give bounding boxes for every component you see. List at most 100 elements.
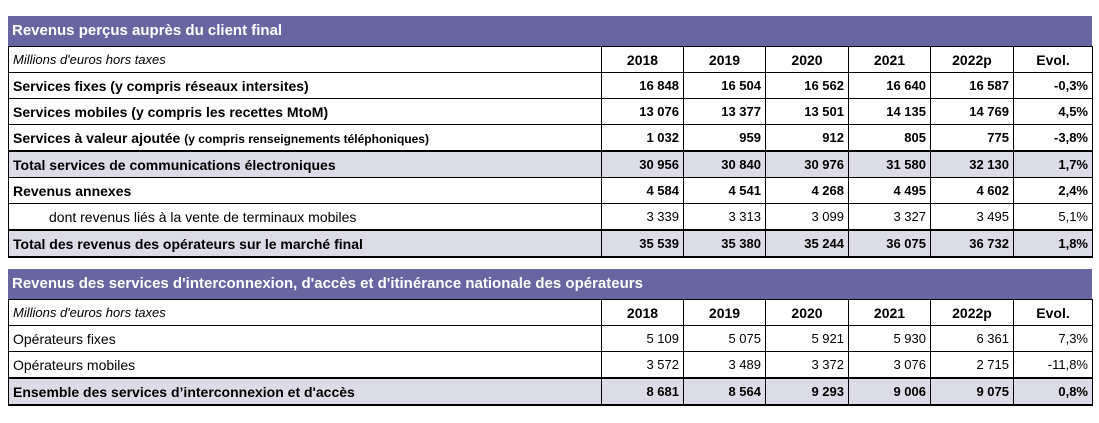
cell-value: 2 715 <box>930 351 1014 379</box>
row-label-note: (y compris renseignements téléphoniques) <box>184 131 429 146</box>
cell-value: 8 564 <box>683 377 766 406</box>
row-label-text: Opérateurs mobiles <box>13 356 136 373</box>
cell-value: 30 976 <box>765 150 849 178</box>
cell-value: 3 572 <box>601 351 684 379</box>
cell-value: -3,8% <box>1013 124 1093 152</box>
cell-value: 912 <box>765 124 849 152</box>
table-row: Services à valeur ajoutée (y compris ren… <box>8 124 1093 152</box>
row-label: Total services de communications électro… <box>8 150 602 178</box>
row-label-text: Revenus annexes <box>13 182 132 199</box>
table-title: Revenus perçus auprès du client final <box>8 16 1092 46</box>
cell-value: 16 504 <box>683 72 766 99</box>
cell-value: 35 244 <box>765 229 849 258</box>
cell-value: 16 640 <box>848 72 931 99</box>
row-label-text: dont revenus liés à la vente de terminau… <box>49 208 357 225</box>
cell-value: 32 130 <box>930 150 1014 178</box>
column-header: 2018 <box>601 299 684 326</box>
row-label: dont revenus liés à la vente de terminau… <box>8 203 602 231</box>
table-title: Revenus des services d'interconnexion, d… <box>8 269 1092 299</box>
table-row: Revenus annexes 4 584 4 541 4 268 4 495 4 602… <box>8 177 1093 204</box>
cell-value: 7,3% <box>1013 325 1093 352</box>
table-row: Services fixes (y compris réseaux inters… <box>8 72 1093 99</box>
table-row: Total des revenus des opérateurs sur le … <box>8 229 1093 258</box>
column-header: Evol. <box>1013 299 1093 326</box>
row-label: Revenus annexes <box>8 177 602 204</box>
cell-value: 3 339 <box>601 203 684 231</box>
cell-value: 16 587 <box>930 72 1014 99</box>
cell-value: 16 848 <box>601 72 684 99</box>
data-table: Millions d'euros hors taxes 2018 2019 2020 2… <box>8 299 1093 406</box>
cell-value: 36 075 <box>848 229 931 258</box>
row-label-text: Services à valeur ajoutée <box>13 129 185 146</box>
cell-value: 4 602 <box>930 177 1014 204</box>
column-header: 2021 <box>848 46 931 73</box>
column-header: 2022p <box>930 299 1014 326</box>
row-label-text: Total services de communications électro… <box>13 156 336 173</box>
cell-value: 4,5% <box>1013 98 1093 125</box>
cell-value: 35 539 <box>601 229 684 258</box>
cell-value: 1,7% <box>1013 150 1093 178</box>
row-label-text: Ensemble des services d’interconnexion e… <box>13 383 355 400</box>
column-header: 2019 <box>683 46 766 73</box>
cell-value: 4 268 <box>765 177 849 204</box>
row-label-text: Services fixes (y compris réseaux inters… <box>13 77 309 94</box>
header-row: Millions d'euros hors taxes 2018 2019 2020 2… <box>8 299 1093 326</box>
cell-value: 31 580 <box>848 150 931 178</box>
cell-value: 3 313 <box>683 203 766 231</box>
row-label: Services fixes (y compris réseaux inters… <box>8 72 602 99</box>
cell-value: 3 372 <box>765 351 849 379</box>
cell-value: 9 006 <box>848 377 931 406</box>
column-header: 2022p <box>930 46 1014 73</box>
cell-value: 959 <box>683 124 766 152</box>
column-header: 2020 <box>765 46 849 73</box>
cell-value: 2,4% <box>1013 177 1093 204</box>
cell-value: 16 562 <box>765 72 849 99</box>
table-row: Opérateurs fixes 5 109 5 075 5 921 5 930 6 36… <box>8 325 1093 352</box>
cell-value: 13 377 <box>683 98 766 125</box>
cell-value: 3 495 <box>930 203 1014 231</box>
table-revenus-interconnexion: Revenus des services d'interconnexion, d… <box>8 269 1093 406</box>
unit-label: Millions d'euros hors taxes <box>8 299 602 326</box>
cell-value: 13 076 <box>601 98 684 125</box>
cell-value: 3 327 <box>848 203 931 231</box>
column-header: 2019 <box>683 299 766 326</box>
row-label: Opérateurs fixes <box>8 325 602 352</box>
cell-value: 805 <box>848 124 931 152</box>
cell-value: 4 495 <box>848 177 931 204</box>
cell-value: 3 076 <box>848 351 931 379</box>
cell-value: 4 584 <box>601 177 684 204</box>
column-header: 2020 <box>765 299 849 326</box>
cell-value: 5 109 <box>601 325 684 352</box>
cell-value: 14 769 <box>930 98 1014 125</box>
table-row: Total services de communications électro… <box>8 150 1093 178</box>
cell-value: 5,1% <box>1013 203 1093 231</box>
cell-value: 775 <box>930 124 1014 152</box>
data-table: Millions d'euros hors taxes 2018 2019 2020 2… <box>8 46 1093 258</box>
row-label: Total des revenus des opérateurs sur le … <box>8 229 602 258</box>
row-label: Opérateurs mobiles <box>8 351 602 379</box>
cell-value: 5 921 <box>765 325 849 352</box>
unit-label: Millions d'euros hors taxes <box>8 46 602 73</box>
cell-value: 1 032 <box>601 124 684 152</box>
table-row: Ensemble des services d’interconnexion e… <box>8 377 1093 406</box>
cell-value: 13 501 <box>765 98 849 125</box>
row-label: Services à valeur ajoutée (y compris ren… <box>8 124 602 152</box>
cell-value: 1,8% <box>1013 229 1093 258</box>
table-revenus-client-final: Revenus perçus auprès du client final Mi… <box>8 16 1093 258</box>
cell-value: 9 075 <box>930 377 1014 406</box>
row-label-text: Opérateurs fixes <box>13 330 116 347</box>
cell-value: -0,3% <box>1013 72 1093 99</box>
cell-value: 5 075 <box>683 325 766 352</box>
column-header: Evol. <box>1013 46 1093 73</box>
column-header: 2021 <box>848 299 931 326</box>
column-header: 2018 <box>601 46 684 73</box>
row-label: Ensemble des services d’interconnexion e… <box>8 377 602 406</box>
cell-value: 9 293 <box>765 377 849 406</box>
row-label-text: Total des revenus des opérateurs sur le … <box>13 235 363 252</box>
table-row: Opérateurs mobiles 3 572 3 489 3 372 3 076 2 … <box>8 351 1093 379</box>
cell-value: 14 135 <box>848 98 931 125</box>
header-row: Millions d'euros hors taxes 2018 2019 2020 2… <box>8 46 1093 73</box>
cell-value: 3 099 <box>765 203 849 231</box>
cell-value: 4 541 <box>683 177 766 204</box>
table-row: dont revenus liés à la vente de terminau… <box>8 203 1093 231</box>
